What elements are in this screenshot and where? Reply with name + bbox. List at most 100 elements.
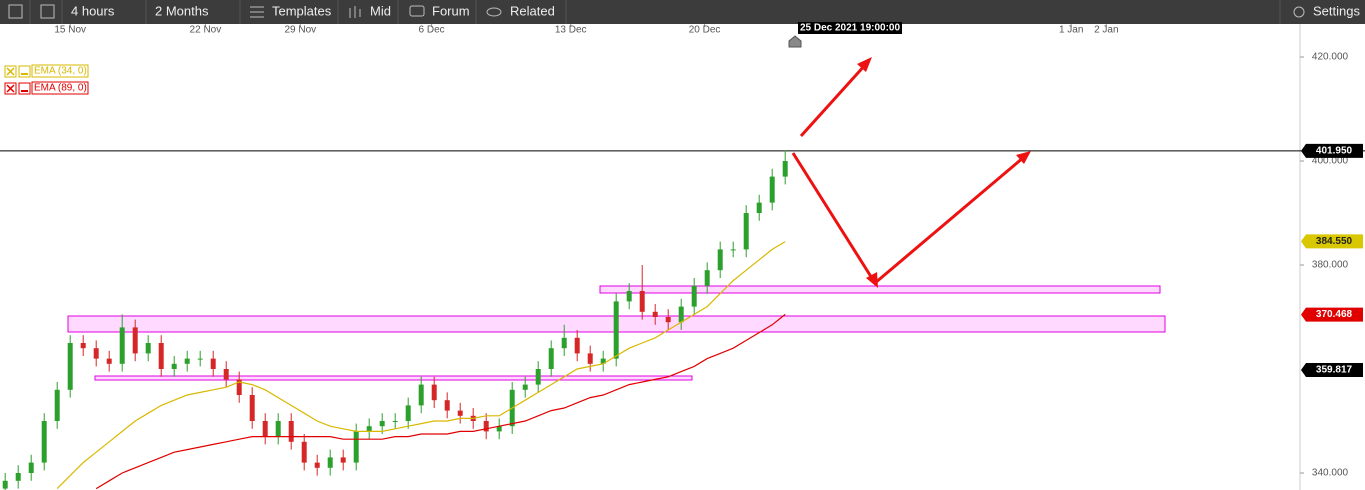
candle-body bbox=[717, 249, 723, 271]
arrow bbox=[874, 155, 1025, 285]
candle-body bbox=[158, 343, 164, 370]
candle-body bbox=[769, 176, 775, 203]
candle-body bbox=[353, 431, 359, 463]
candle-body bbox=[28, 462, 34, 473]
candle-body bbox=[93, 348, 99, 359]
price-label-box bbox=[1301, 362, 1363, 377]
candle-body bbox=[314, 462, 320, 468]
candle-body bbox=[587, 353, 593, 364]
legend-x bbox=[6, 67, 15, 76]
candle-body bbox=[275, 420, 281, 437]
candle-body bbox=[171, 363, 177, 370]
legend-x bbox=[6, 84, 15, 93]
candle-body bbox=[145, 343, 151, 354]
zone bbox=[94, 375, 693, 381]
menu-icon[interactable] bbox=[8, 4, 23, 19]
y-tick-label: 380.000 bbox=[1312, 260, 1349, 271]
templates-button[interactable]: Templates bbox=[272, 3, 332, 18]
candle-body bbox=[132, 327, 138, 354]
candle-body bbox=[340, 457, 346, 463]
range-button[interactable]: 2 Months bbox=[155, 3, 209, 18]
candle-body bbox=[392, 420, 398, 422]
zone bbox=[599, 285, 1161, 294]
toolbar bbox=[0, 0, 1365, 24]
interval-button[interactable]: 4 hours bbox=[71, 3, 115, 18]
candle-body bbox=[639, 291, 645, 312]
ema-line bbox=[95, 313, 786, 490]
candle-body bbox=[418, 384, 424, 406]
candle-body bbox=[743, 213, 749, 250]
candle-body bbox=[665, 317, 671, 323]
candle-body bbox=[613, 301, 619, 359]
candle-body bbox=[626, 291, 632, 302]
price-label: 370.468 bbox=[1316, 309, 1353, 320]
candle-body bbox=[496, 426, 502, 432]
candle-body bbox=[600, 358, 606, 364]
candle-body bbox=[652, 311, 658, 318]
x-tick-label: 29 Nov bbox=[284, 25, 316, 36]
candle-body bbox=[2, 480, 8, 489]
candle-body bbox=[15, 472, 21, 481]
price-mode-button[interactable]: Mid bbox=[370, 3, 391, 18]
candle-body bbox=[535, 369, 541, 385]
arrowhead bbox=[866, 272, 878, 288]
candle-body bbox=[756, 202, 762, 214]
y-tick-label: 420.000 bbox=[1312, 52, 1349, 63]
legend-label-box bbox=[31, 64, 89, 78]
candle-body bbox=[483, 420, 489, 432]
related-icon bbox=[486, 7, 502, 17]
x-tick-label: 15 Nov bbox=[54, 25, 86, 36]
candle-body bbox=[444, 400, 450, 411]
toolbar-buttons bbox=[8, 0, 1305, 24]
candle-body bbox=[678, 306, 684, 323]
candle-body bbox=[561, 337, 567, 349]
candle-body bbox=[288, 420, 294, 442]
x-tick-label: 6 Dec bbox=[419, 25, 445, 36]
y-tick-label: 340.000 bbox=[1312, 468, 1349, 479]
layout-icon[interactable] bbox=[40, 4, 55, 19]
candle-body bbox=[236, 379, 242, 396]
candle-body bbox=[249, 395, 255, 421]
candle-body bbox=[431, 384, 437, 401]
candle-body bbox=[41, 420, 47, 463]
cursor-marker bbox=[788, 35, 802, 48]
x-tick-label: 13 Dec bbox=[555, 25, 587, 36]
forum-button[interactable]: Forum bbox=[432, 3, 470, 18]
x-tick-label: 1 Jan bbox=[1059, 25, 1083, 36]
legend-label: EMA (34, 0) bbox=[34, 66, 87, 77]
related-button[interactable]: Related bbox=[510, 3, 555, 18]
candle-body bbox=[197, 358, 203, 360]
forum-icon bbox=[409, 5, 425, 17]
arrowhead bbox=[857, 57, 872, 72]
candle-body bbox=[730, 249, 736, 251]
settings-icon bbox=[1293, 6, 1305, 18]
price-label: 384.550 bbox=[1316, 236, 1353, 247]
mid-icon bbox=[349, 6, 361, 18]
candle-body bbox=[782, 161, 788, 177]
candle-body bbox=[574, 337, 580, 354]
candle-body bbox=[405, 405, 411, 421]
candle-body bbox=[80, 343, 86, 349]
ema-line bbox=[56, 241, 786, 490]
candle-body bbox=[522, 384, 528, 390]
candle-body bbox=[223, 369, 229, 380]
arrows bbox=[791, 57, 1031, 288]
settings-button[interactable]: Settings bbox=[1313, 3, 1360, 18]
cursor-label-box bbox=[798, 22, 902, 34]
arrow bbox=[799, 62, 868, 138]
candle-body bbox=[54, 389, 60, 421]
candle-body bbox=[301, 441, 307, 463]
legend-swatch bbox=[18, 65, 31, 78]
x-tick-label: 22 Nov bbox=[190, 25, 222, 36]
legend-label-box bbox=[31, 81, 89, 95]
candle-body bbox=[106, 358, 112, 364]
x-tick-label: 20 Dec bbox=[689, 25, 721, 36]
candle-body bbox=[379, 420, 385, 427]
price-label-box bbox=[1301, 234, 1363, 249]
arrow bbox=[791, 152, 877, 284]
y-tick-label: 400.000 bbox=[1312, 156, 1349, 167]
templates-icon bbox=[250, 6, 264, 18]
candle-body bbox=[262, 420, 268, 437]
